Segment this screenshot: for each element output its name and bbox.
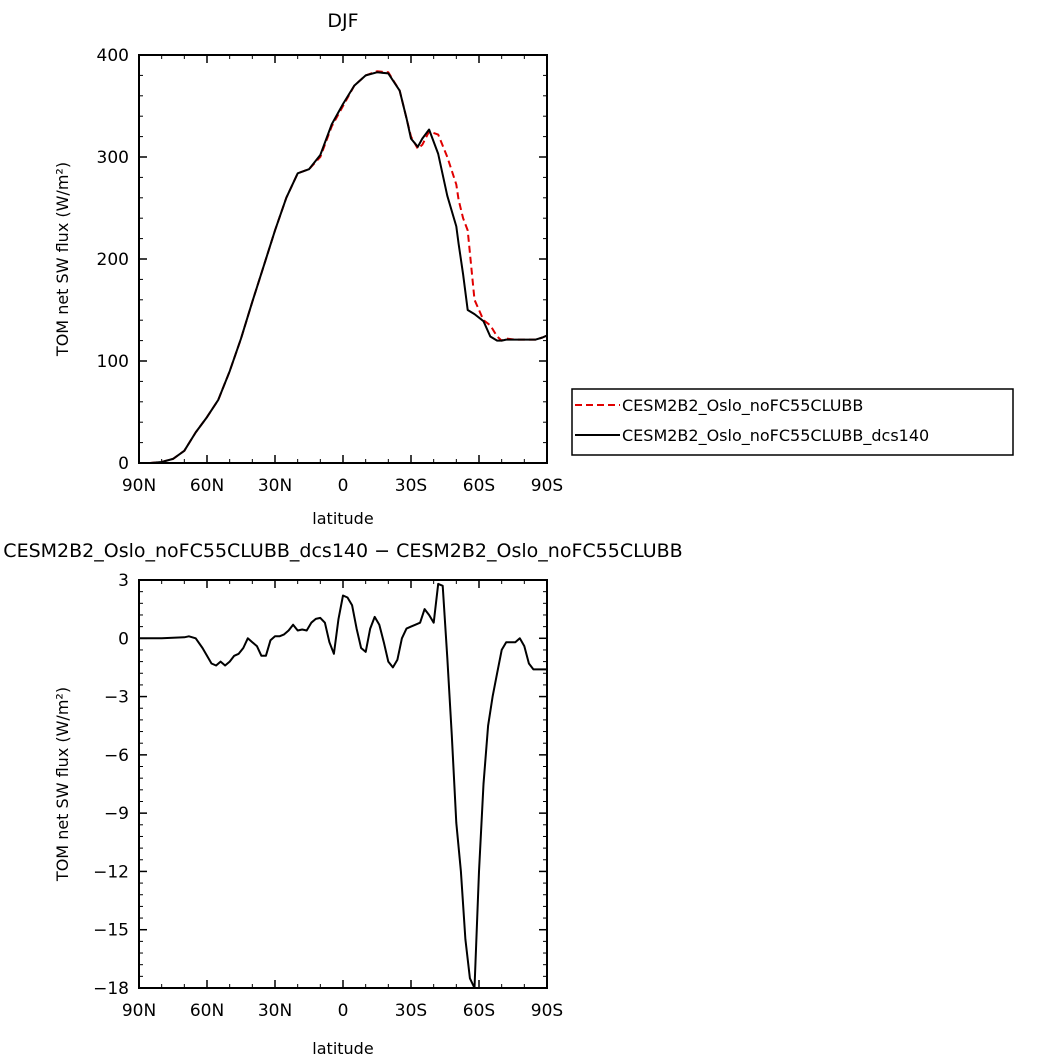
- bottom-plot: CESM2B2_Oslo_noFC55CLUBB_dcs140 − CESM2B…: [3, 540, 682, 1058]
- bottom-x-tick-label: 30S: [395, 1001, 427, 1021]
- bottom-y-tick-label: −15: [93, 921, 129, 941]
- top-plot-frame: [138, 54, 548, 464]
- bottom-y-tick-label: 3: [118, 571, 129, 591]
- bottom-x-tick-label: 0: [338, 1001, 349, 1021]
- top-x-tick-label: 60S: [463, 476, 495, 496]
- top-x-tick-label: 30S: [395, 476, 427, 496]
- legend-label-series-2: CESM2B2_Oslo_noFC55CLUBB_dcs140: [622, 426, 929, 446]
- top-chart-title: DJF: [327, 10, 358, 32]
- bottom-y-tick-label: 0: [118, 629, 129, 649]
- legend-frame: [571, 388, 1014, 456]
- bottom-series-line-1: [139, 582, 547, 989]
- bottom-x-tick-label: 90N: [122, 1001, 156, 1021]
- top-x-tick-label: 30N: [258, 476, 292, 496]
- bottom-x-tick-label: 30N: [258, 1001, 292, 1021]
- top-lines: [139, 70, 548, 464]
- top-y-tick-label: 200: [97, 250, 129, 270]
- top-y-axis-label: TOM net SW flux (W/m²): [53, 162, 72, 357]
- top-series-line-1: [139, 70, 548, 464]
- bottom-ticks: 90N 60N 30N 0 30S 60S 90S 3 0 −3 −6 −9 −12 −15 −18: [93, 571, 563, 1021]
- bottom-x-axis-label: latitude: [312, 1039, 373, 1058]
- top-x-tick-label: 60N: [190, 476, 224, 496]
- top-series-line-2: [139, 71, 548, 464]
- legend: CESM2B2_Oslo_noFC55CLUBB CESM2B2_Oslo_no…: [571, 388, 1014, 456]
- top-x-tick-label: 90N: [122, 476, 156, 496]
- top-y-tick-label: 400: [97, 46, 129, 66]
- top-y-tick-label: 0: [118, 454, 129, 474]
- bottom-x-tick-label: 60S: [463, 1001, 495, 1021]
- bottom-y-axis-label: TOM net SW flux (W/m²): [53, 687, 72, 882]
- bottom-y-tick-label: −9: [104, 804, 129, 824]
- top-x-axis-label: latitude: [312, 509, 373, 528]
- top-y-tick-label: 100: [97, 352, 129, 372]
- bottom-x-tick-label: 90S: [531, 1001, 563, 1021]
- bottom-plot-frame: [138, 579, 548, 989]
- legend-label-series-1: CESM2B2_Oslo_noFC55CLUBB: [622, 396, 863, 416]
- top-plot: DJF 90N 60N 30N 0 30S 60S 90S 0 100 200 300 400 lat…: [53, 10, 563, 528]
- bottom-y-tick-label: −6: [104, 746, 129, 766]
- top-x-tick-label: 90S: [531, 476, 563, 496]
- top-x-tick-label: 0: [338, 476, 349, 496]
- bottom-y-tick-label: −18: [93, 979, 129, 999]
- bottom-x-tick-label: 60N: [190, 1001, 224, 1021]
- bottom-chart-title: CESM2B2_Oslo_noFC55CLUBB_dcs140 − CESM2B…: [3, 540, 682, 562]
- bottom-y-tick-label: −3: [104, 688, 129, 708]
- bottom-y-tick-label: −12: [93, 862, 129, 882]
- top-y-tick-label: 300: [97, 148, 129, 168]
- top-ticks: 90N 60N 30N 0 30S 60S 90S 0 100 200 300 400: [97, 46, 564, 496]
- bottom-lines: [139, 582, 547, 989]
